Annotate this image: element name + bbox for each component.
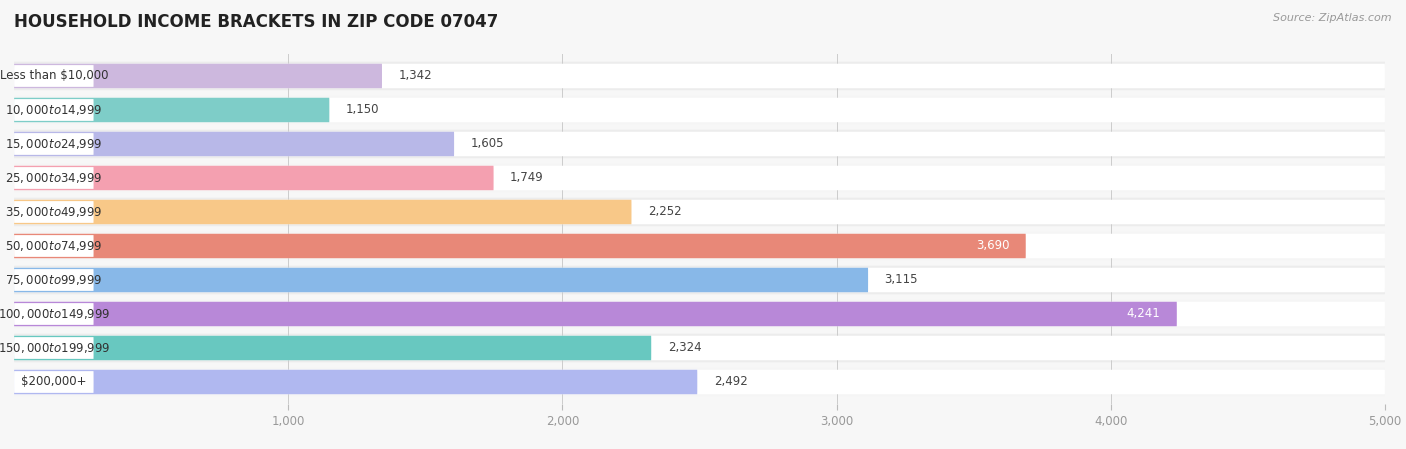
FancyBboxPatch shape [14,62,1385,90]
Text: 1,749: 1,749 [510,172,544,185]
Text: $10,000 to $14,999: $10,000 to $14,999 [6,103,103,117]
Text: $100,000 to $149,999: $100,000 to $149,999 [0,307,110,321]
Text: 2,492: 2,492 [714,375,748,388]
FancyBboxPatch shape [14,334,1385,362]
Text: HOUSEHOLD INCOME BRACKETS IN ZIP CODE 07047: HOUSEHOLD INCOME BRACKETS IN ZIP CODE 07… [14,13,499,31]
FancyBboxPatch shape [14,232,1385,260]
FancyBboxPatch shape [14,64,1385,88]
Text: 3,115: 3,115 [884,273,918,286]
FancyBboxPatch shape [14,96,1385,124]
Text: $15,000 to $24,999: $15,000 to $24,999 [6,137,103,151]
Text: 2,252: 2,252 [648,206,682,219]
Text: 1,342: 1,342 [398,70,432,83]
FancyBboxPatch shape [14,166,494,190]
FancyBboxPatch shape [14,65,94,87]
FancyBboxPatch shape [14,303,94,325]
FancyBboxPatch shape [14,99,94,121]
FancyBboxPatch shape [14,98,329,122]
FancyBboxPatch shape [14,302,1177,326]
FancyBboxPatch shape [14,133,94,155]
Text: $50,000 to $74,999: $50,000 to $74,999 [6,239,103,253]
FancyBboxPatch shape [14,269,94,291]
FancyBboxPatch shape [14,302,1385,326]
FancyBboxPatch shape [14,198,1385,226]
Text: $200,000+: $200,000+ [21,375,87,388]
FancyBboxPatch shape [14,166,1385,190]
FancyBboxPatch shape [14,64,382,88]
FancyBboxPatch shape [14,368,1385,396]
FancyBboxPatch shape [14,370,1385,394]
FancyBboxPatch shape [14,98,1385,122]
FancyBboxPatch shape [14,370,697,394]
Text: Less than $10,000: Less than $10,000 [0,70,108,83]
Text: 4,241: 4,241 [1126,308,1160,321]
FancyBboxPatch shape [14,336,1385,360]
FancyBboxPatch shape [14,200,631,224]
FancyBboxPatch shape [14,130,1385,158]
FancyBboxPatch shape [14,200,1385,224]
FancyBboxPatch shape [14,201,94,223]
FancyBboxPatch shape [14,234,1026,258]
FancyBboxPatch shape [14,266,1385,294]
Text: 1,605: 1,605 [471,137,505,150]
FancyBboxPatch shape [14,234,1385,258]
FancyBboxPatch shape [14,235,94,257]
FancyBboxPatch shape [14,167,94,189]
FancyBboxPatch shape [14,132,1385,156]
Text: Source: ZipAtlas.com: Source: ZipAtlas.com [1274,13,1392,23]
FancyBboxPatch shape [14,336,651,360]
FancyBboxPatch shape [14,164,1385,192]
FancyBboxPatch shape [14,337,94,359]
FancyBboxPatch shape [14,132,454,156]
FancyBboxPatch shape [14,268,1385,292]
Text: 2,324: 2,324 [668,342,702,355]
FancyBboxPatch shape [14,268,868,292]
Text: 1,150: 1,150 [346,103,380,116]
Text: $150,000 to $199,999: $150,000 to $199,999 [0,341,110,355]
FancyBboxPatch shape [14,371,94,393]
Text: $35,000 to $49,999: $35,000 to $49,999 [6,205,103,219]
Text: $25,000 to $34,999: $25,000 to $34,999 [6,171,103,185]
FancyBboxPatch shape [14,300,1385,328]
Text: $75,000 to $99,999: $75,000 to $99,999 [6,273,103,287]
Text: 3,690: 3,690 [976,239,1010,252]
